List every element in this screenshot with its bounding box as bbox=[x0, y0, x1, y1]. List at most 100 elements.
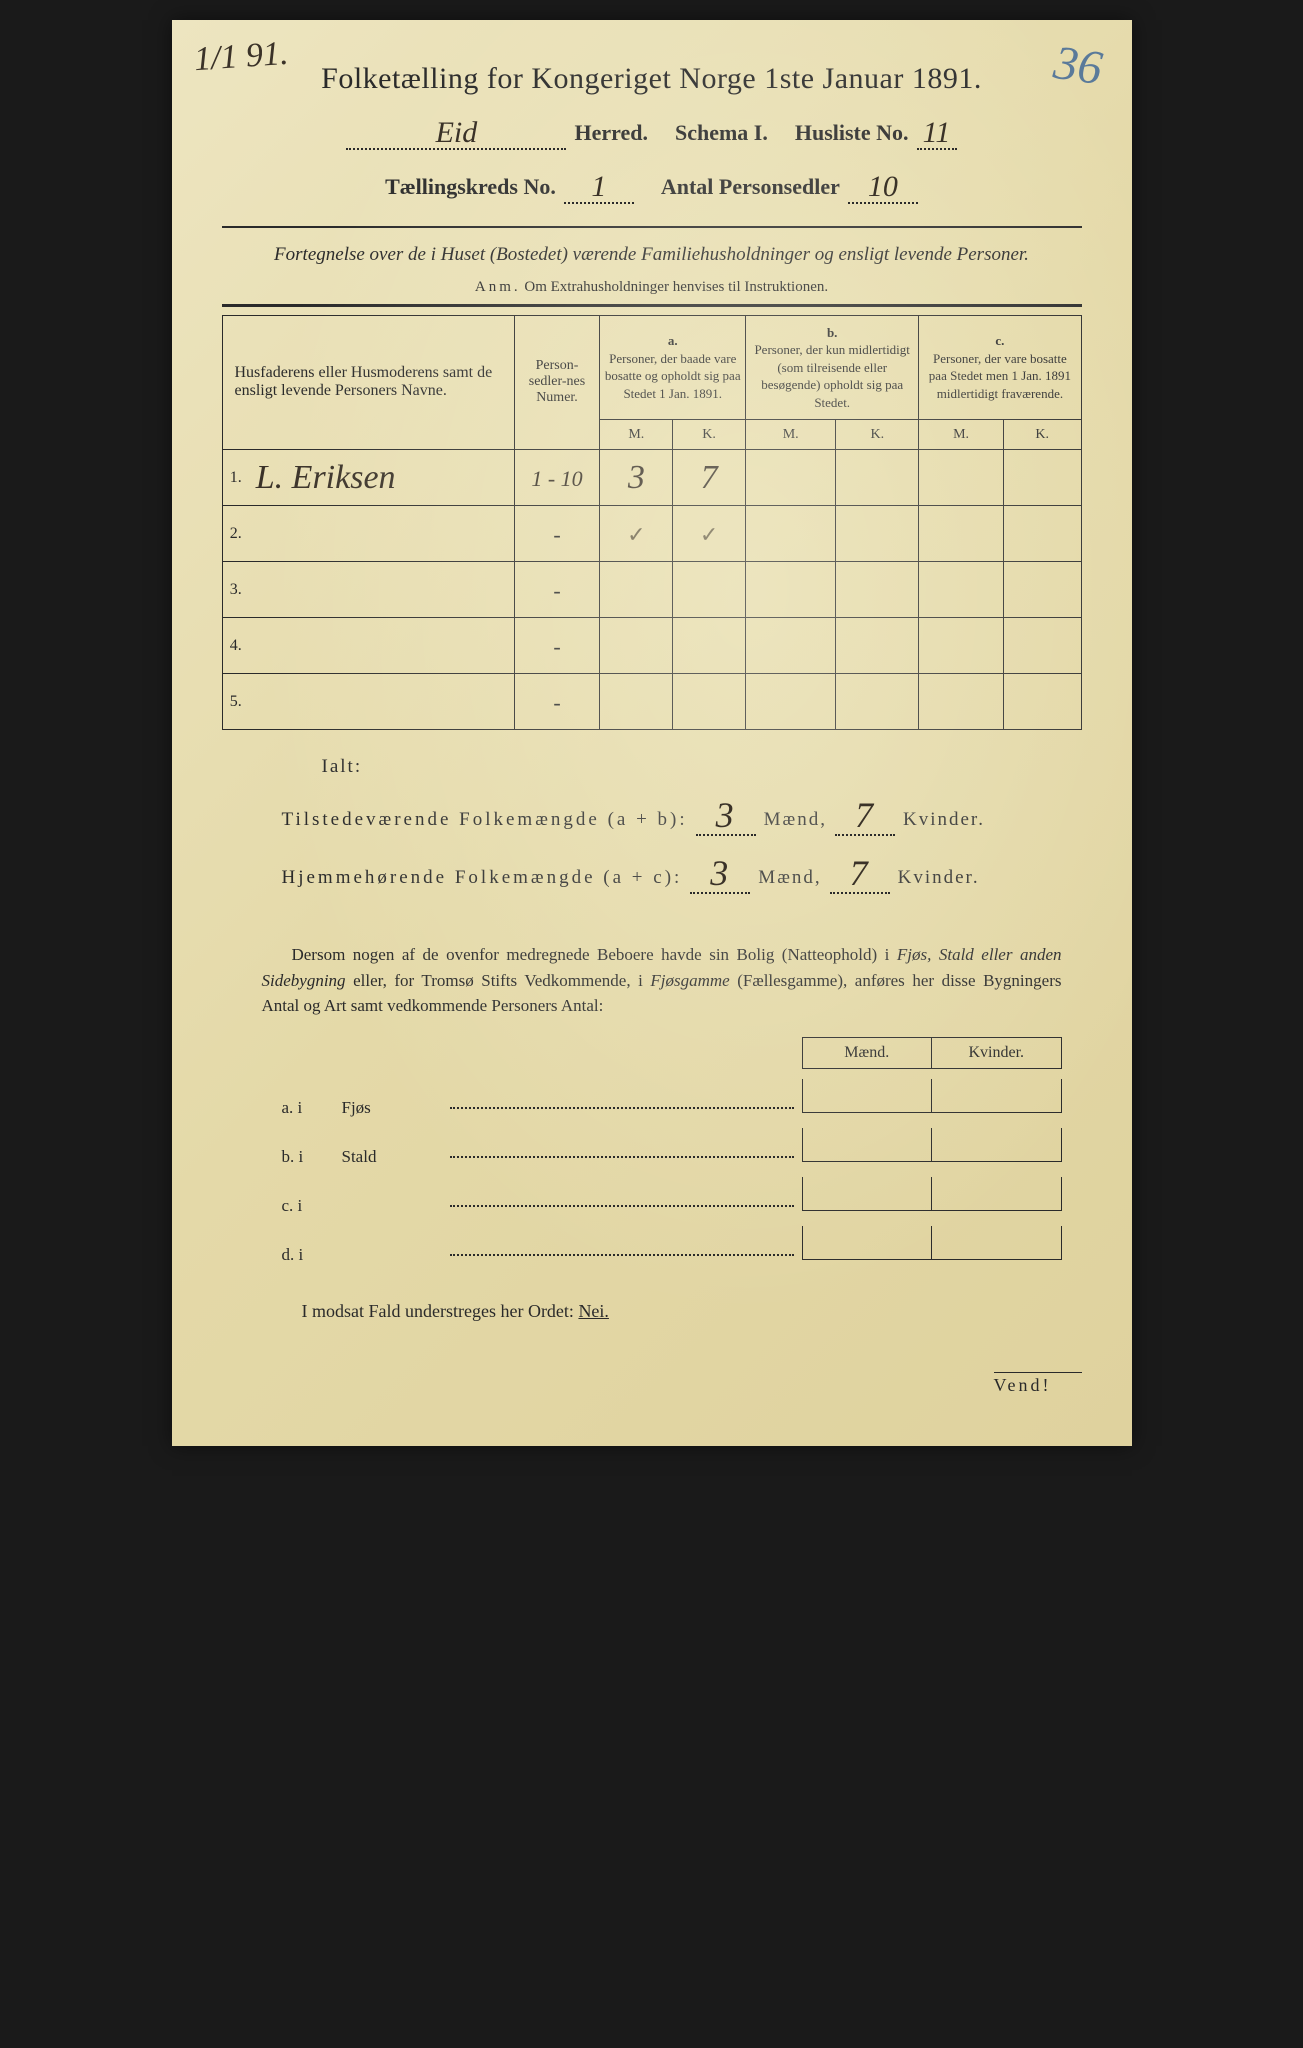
col-b-m: M. bbox=[746, 420, 836, 450]
col-a-m: M. bbox=[600, 420, 673, 450]
c-k-cell bbox=[1003, 562, 1081, 618]
maend-header: Mænd. bbox=[803, 1038, 933, 1069]
husliste-label: Husliste No. bbox=[795, 120, 909, 146]
numer-cell: 1 - 10 bbox=[514, 450, 600, 506]
totals-block: Ialt: Tilstedeværende Folkemængde (a + b… bbox=[282, 756, 1082, 894]
b-k-cell bbox=[836, 506, 919, 562]
numer-cell: - bbox=[514, 506, 600, 562]
b-k-cell bbox=[836, 450, 919, 506]
col-a-k: K. bbox=[673, 420, 746, 450]
c-k-cell bbox=[1003, 506, 1081, 562]
resident-women: 7 bbox=[830, 850, 890, 894]
divider bbox=[222, 226, 1082, 228]
total-present: Tilstedeværende Folkemængde (a + b): 3 M… bbox=[282, 792, 1082, 836]
a-k-cell: 7 bbox=[673, 450, 746, 506]
col-c-m: M. bbox=[919, 420, 1003, 450]
b-m-cell bbox=[746, 506, 836, 562]
name-cell bbox=[248, 618, 514, 674]
vend-label: Vend! bbox=[994, 1372, 1082, 1396]
b-m-cell bbox=[746, 674, 836, 730]
b-k-cell bbox=[836, 618, 919, 674]
herred-field: Eid bbox=[346, 114, 566, 150]
kreds-field: 1 bbox=[564, 168, 634, 204]
numer-cell: - bbox=[514, 674, 600, 730]
b-k-cell bbox=[836, 562, 919, 618]
name-cell bbox=[248, 506, 514, 562]
schema-label: Schema I. bbox=[675, 120, 768, 146]
present-men: 3 bbox=[696, 792, 756, 836]
c-m-cell bbox=[919, 506, 1003, 562]
b-m-cell bbox=[746, 562, 836, 618]
personsedler-label: Antal Personsedler bbox=[661, 174, 840, 200]
numer-cell: - bbox=[514, 562, 600, 618]
c-m-cell bbox=[919, 562, 1003, 618]
col-header-names: Husfaderens eller Husmoderens samt de en… bbox=[222, 315, 514, 450]
name-cell: L. Eriksen bbox=[248, 450, 514, 506]
row-number: 5. bbox=[222, 674, 248, 730]
table-row: 3. - bbox=[222, 562, 1081, 618]
row-number: 3. bbox=[222, 562, 248, 618]
col-c-k: K. bbox=[1003, 420, 1081, 450]
table-row: 1.L. Eriksen1 - 1037 bbox=[222, 450, 1081, 506]
c-k-cell bbox=[1003, 450, 1081, 506]
kreds-label: Tællingskreds No. bbox=[385, 174, 556, 200]
outbuilding-row: c. i bbox=[282, 1177, 1062, 1216]
b-m-cell bbox=[746, 618, 836, 674]
header-line-1: Eid Herred. Schema I. Husliste No. 11 bbox=[222, 114, 1082, 150]
b-m-cell bbox=[746, 450, 836, 506]
table-row: 5. - bbox=[222, 674, 1081, 730]
header-line-2: Tællingskreds No. 1 Antal Personsedler 1… bbox=[222, 168, 1082, 204]
a-m-cell bbox=[600, 562, 673, 618]
col-header-a: a.Personer, der baade vare bosatte og op… bbox=[600, 315, 746, 420]
b-k-cell bbox=[836, 674, 919, 730]
kvinder-header: Kvinder. bbox=[932, 1038, 1062, 1069]
c-m-cell bbox=[919, 618, 1003, 674]
row-number: 2. bbox=[222, 506, 248, 562]
present-women: 7 bbox=[835, 792, 895, 836]
a-m-cell: 3 bbox=[600, 450, 673, 506]
a-k-cell bbox=[673, 674, 746, 730]
outbuilding-list: Mænd. Kvinder. a. iFjøs b. iStald c. i d. i bbox=[282, 1037, 1062, 1265]
form-title: Folketælling for Kongeriget Norge 1ste J… bbox=[222, 62, 1082, 96]
form-subtitle: Fortegnelse over de i Huset (Bostedet) v… bbox=[242, 242, 1062, 269]
col-header-b: b.Personer, der kun midlertidigt (som ti… bbox=[746, 315, 919, 420]
outbuilding-paragraph: Dersom nogen af de ovenfor medregnede Be… bbox=[262, 942, 1062, 1019]
a-k-cell bbox=[673, 618, 746, 674]
ialt-label: Ialt: bbox=[322, 756, 1082, 778]
nei-line: I modsat Fald understreges her Ordet: Ne… bbox=[302, 1301, 1082, 1322]
name-cell bbox=[248, 674, 514, 730]
c-k-cell bbox=[1003, 674, 1081, 730]
name-cell bbox=[248, 562, 514, 618]
mk-header: Mænd. Kvinder. bbox=[802, 1037, 1062, 1069]
herred-label: Herred. bbox=[574, 120, 648, 146]
a-m-cell bbox=[600, 618, 673, 674]
col-header-c: c.Personer, der vare bosatte paa Stedet … bbox=[919, 315, 1081, 420]
table-row: 2.-✓✓ bbox=[222, 506, 1081, 562]
census-form-page: 1/1 91. 36 Folketælling for Kongeriget N… bbox=[172, 20, 1132, 1446]
corner-annotation-topleft: 1/1 91. bbox=[192, 35, 289, 79]
form-annotation: Anm. Anm. Om Extrahusholdninger henvises… bbox=[222, 279, 1082, 296]
row-number: 1. bbox=[222, 450, 248, 506]
c-k-cell bbox=[1003, 618, 1081, 674]
a-m-cell bbox=[600, 674, 673, 730]
col-header-numer: Person-sedler-nes Numer. bbox=[514, 315, 600, 450]
table-row: 4. - bbox=[222, 618, 1081, 674]
husliste-field: 11 bbox=[917, 114, 957, 150]
a-k-cell bbox=[673, 562, 746, 618]
a-k-cell: ✓ bbox=[673, 506, 746, 562]
numer-cell: - bbox=[514, 618, 600, 674]
census-table: Husfaderens eller Husmoderens samt de en… bbox=[222, 315, 1082, 731]
corner-annotation-topright: 36 bbox=[1050, 35, 1105, 96]
row-number: 4. bbox=[222, 618, 248, 674]
outbuilding-row: d. i bbox=[282, 1226, 1062, 1265]
a-m-cell: ✓ bbox=[600, 506, 673, 562]
outbuilding-row: a. iFjøs bbox=[282, 1079, 1062, 1118]
nei-word: Nei. bbox=[578, 1301, 609, 1321]
resident-men: 3 bbox=[690, 850, 750, 894]
c-m-cell bbox=[919, 450, 1003, 506]
total-resident: Hjemmehørende Folkemængde (a + c): 3 Mæn… bbox=[282, 850, 1082, 894]
personsedler-field: 10 bbox=[848, 168, 918, 204]
outbuilding-row: b. iStald bbox=[282, 1128, 1062, 1167]
c-m-cell bbox=[919, 674, 1003, 730]
col-b-k: K. bbox=[836, 420, 919, 450]
